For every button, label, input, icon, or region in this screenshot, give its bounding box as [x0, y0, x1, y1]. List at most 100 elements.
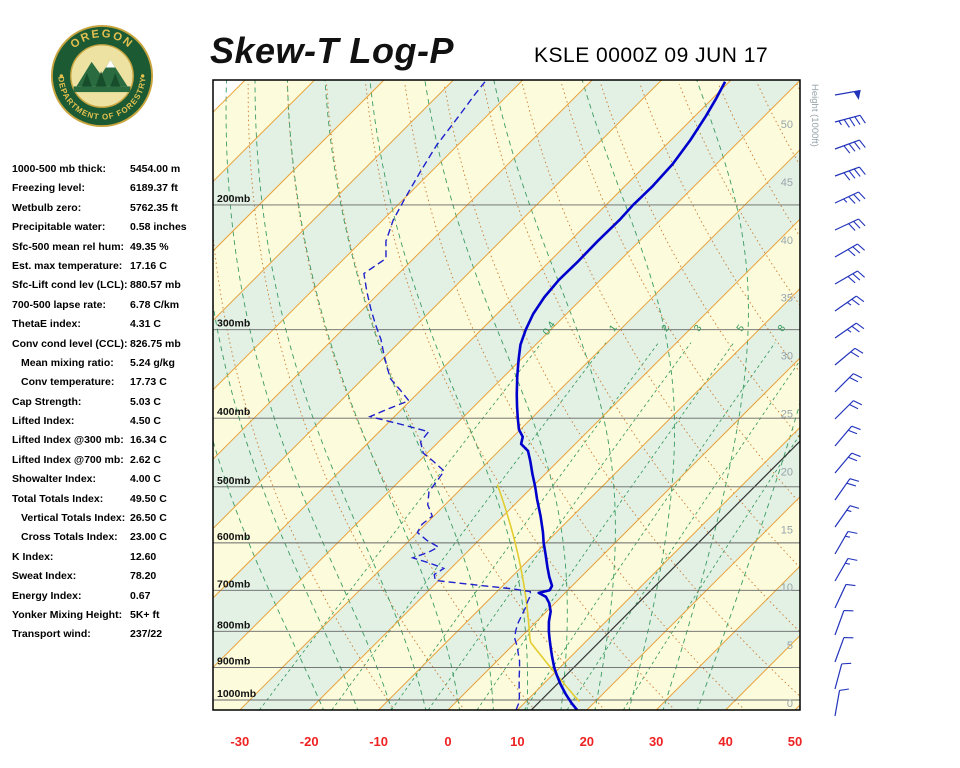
stat-row: K Index: 12.60 [12, 551, 217, 570]
svg-text:900mb: 900mb [217, 656, 250, 668]
logo-tree [81, 73, 93, 89]
svg-text:1: 1 [607, 323, 619, 334]
stat-value: 12.60 [130, 550, 157, 563]
stat-label: ThetaE index: [12, 318, 81, 331]
svg-text:-10: -10 [369, 734, 388, 749]
stat-value: 4.00 C [130, 473, 161, 486]
stat-label: Total Totals Index: [12, 492, 104, 505]
stats-panel: 1000-500 mb thick: 5454.00 m Freezing leve… [12, 163, 217, 648]
height-axis: 0 5 10 15 20 25 30 35 40 45 50 Height (1000ft) [781, 84, 820, 710]
svg-text:15: 15 [781, 524, 793, 536]
stat-label: Sfc-Lift cond lev (LCL): [12, 279, 128, 292]
svg-text:-30: -30 [230, 734, 249, 749]
svg-text:300mb: 300mb [217, 318, 250, 330]
stat-label: K Index: [12, 550, 54, 563]
temp-axis-labels: -30 -20 -10 0 10 20 30 40 50 [230, 734, 802, 749]
stat-row: Freezing level: 6189.37 ft [12, 182, 217, 201]
stat-row: Total Totals Index: 49.50 C [12, 493, 217, 512]
stat-row: Lifted Index @300 mb: 16.34 C [12, 434, 217, 453]
svg-text:400mb: 400mb [217, 406, 250, 418]
stat-value: 17.73 C [130, 376, 167, 389]
stat-row: Est. max temperature: 17.16 C [12, 260, 217, 279]
station-id: KSLE 0000Z 09 JUN 17 [534, 44, 769, 67]
pressure-gridlines [213, 204, 800, 701]
stat-row: Yonker Mixing Height: 5K+ ft [12, 609, 217, 628]
stat-value: 826.75 mb [130, 337, 181, 350]
stat-row: Sfc-Lift cond lev (LCL): 880.57 mb [12, 279, 217, 298]
stat-value: 5K+ ft [130, 608, 160, 621]
stat-label: Precipitable water: [12, 221, 106, 234]
stat-value: 4.31 C [130, 318, 161, 331]
svg-text:10: 10 [781, 582, 793, 594]
stat-value: 5.03 C [130, 395, 161, 408]
stat-label: 1000-500 mb thick: [12, 163, 106, 175]
stat-value: 23.00 C [130, 531, 167, 544]
logo-tree [94, 71, 108, 91]
stat-value: 49.50 C [130, 492, 167, 505]
stat-value: 4.50 C [130, 415, 161, 428]
svg-text:2: 2 [660, 323, 672, 334]
stat-row: Wetbulb zero: 5762.35 ft [12, 202, 217, 221]
svg-text:800mb: 800mb [217, 619, 250, 631]
stat-label: Wetbulb zero: [12, 201, 82, 214]
stat-label: Lifted Index @300 mb: [12, 434, 124, 447]
stat-label: Cross Totals Index: [21, 531, 118, 544]
stat-label: Sfc-500 mean rel hum: [12, 240, 125, 253]
svg-text:5: 5 [787, 640, 793, 652]
stat-value: 6189.37 ft [130, 182, 178, 195]
svg-text:30: 30 [781, 351, 793, 363]
svg-text:500mb: 500mb [217, 475, 250, 487]
odf-logo-svg: OREGON DEPARTMENT OF FORESTRY [50, 24, 154, 128]
stat-value: 49.35 % [130, 240, 169, 253]
stat-row: Sweat Index: 78.20 [12, 570, 217, 589]
svg-text:25: 25 [781, 409, 793, 421]
stat-label: Energy Index: [12, 589, 82, 602]
stat-value: 0.58 inches [130, 221, 187, 234]
stat-row: Transport wind: 237/22 [12, 628, 217, 647]
svg-text:35: 35 [781, 293, 793, 305]
dry-adiabats [213, 83, 800, 710]
stat-value: 6.78 C/km [130, 298, 180, 311]
stat-row: Conv cond level (CCL): 826.75 mb [12, 338, 217, 357]
stat-label: Lifted Index @700 mb: [12, 453, 124, 466]
stat-row: Cross Totals Index: 23.00 C [12, 531, 217, 550]
pressure-labels: 200mb 300mb 400mb 500mb 600mb 700mb 800mb 900mb… [217, 193, 256, 700]
stat-value: 880.57 mb [130, 279, 181, 292]
stat-row: Conv temperature: 17.73 C [12, 376, 217, 395]
isotherms [213, 80, 800, 710]
stat-row: Lifted Index @700 mb: 2.62 C [12, 454, 217, 473]
stat-row: Showalter Index: 4.00 C [12, 473, 217, 492]
stat-row: Cap Strength: 5.03 C [12, 396, 217, 415]
stat-row: Vertical Totals Index: 26.50 C [12, 512, 217, 531]
stat-row: Lifted Index: 4.50 C [12, 415, 217, 434]
stat-label: Conv temperature: [21, 376, 115, 389]
stat-row: 1000-500 mb thick: 5454.00 m [12, 163, 217, 182]
height-axis-title: Height (1000ft) [809, 84, 820, 147]
stat-value: 237/22 [130, 628, 163, 641]
stat-label: Conv cond level (CCL): [12, 337, 128, 350]
svg-text:50: 50 [788, 734, 802, 749]
stat-label: Freezing level: [12, 182, 85, 195]
svg-text:200mb: 200mb [217, 193, 250, 205]
stat-value: 5454.00 m [130, 163, 181, 175]
stat-label: Sweat Index: [12, 570, 77, 583]
parcel-trace [496, 484, 580, 703]
svg-text:600mb: 600mb [217, 531, 250, 543]
stat-label: Transport wind: [12, 628, 91, 641]
stat-value: 17.16 C [130, 259, 167, 272]
temperature-trace [515, 81, 727, 710]
stat-value: 5.24 g/kg [130, 356, 175, 369]
svg-text:50: 50 [781, 119, 793, 131]
stat-value: 0.67 [130, 589, 151, 602]
stat-label: 700-500 lapse rate: [12, 298, 106, 311]
stat-value: 2.62 C [130, 453, 161, 466]
svg-text:0: 0 [444, 734, 451, 749]
svg-text:30: 30 [649, 734, 663, 749]
wind-barbs [834, 89, 866, 717]
stat-row: Precipitable water: 0.58 inches [12, 221, 217, 240]
stat-row: Mean mixing ratio: 5.24 g/kg [12, 357, 217, 376]
stat-label: Showalter Index: [12, 473, 97, 486]
reference-isotherm [530, 440, 800, 710]
svg-text:-20: -20 [300, 734, 319, 749]
stat-row: Sfc-500 mean rel hum: 49.35 % [12, 241, 217, 260]
